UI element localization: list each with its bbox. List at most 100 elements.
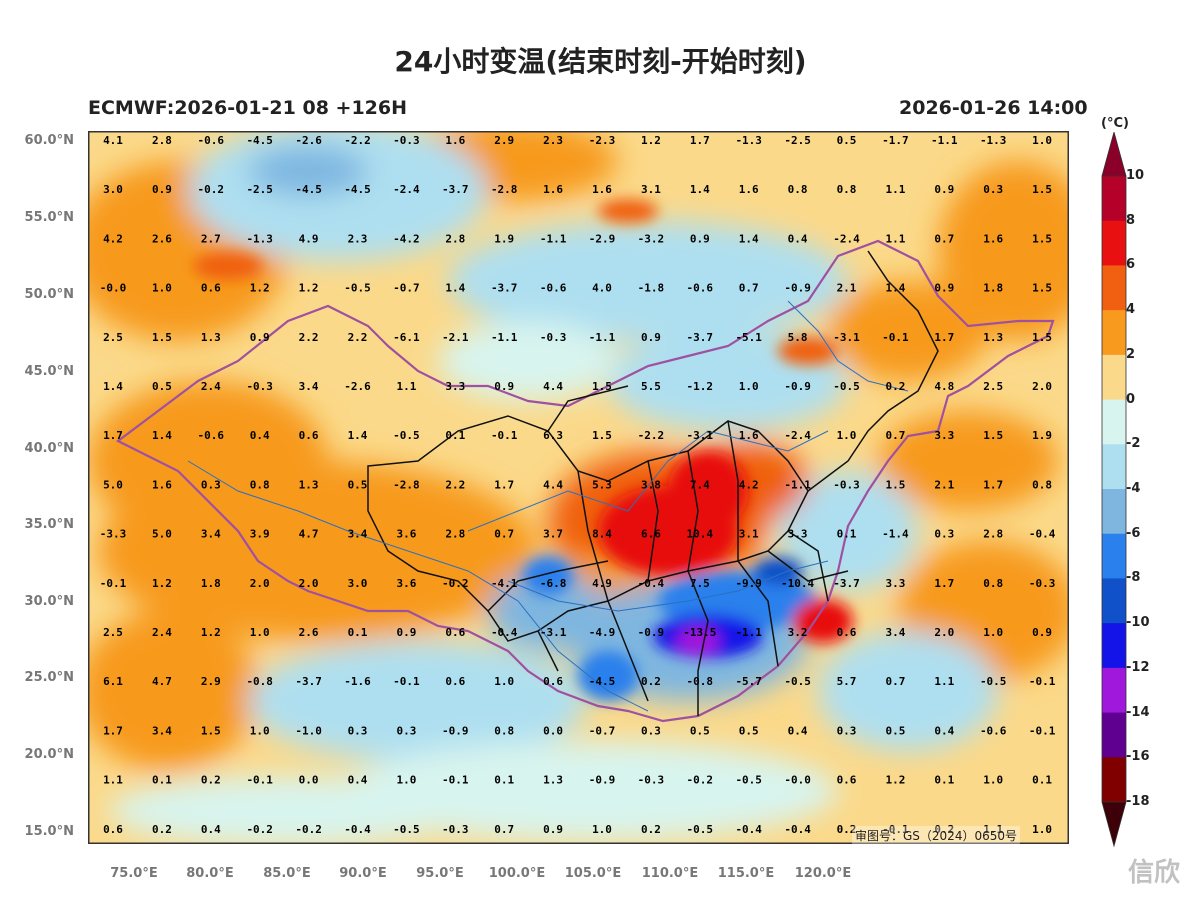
grid-value-label: 1.0: [1032, 134, 1052, 147]
grid-value-label: 0.4: [788, 232, 808, 245]
grid-value-label: 4.9: [299, 232, 319, 245]
colorbar: [1101, 132, 1127, 848]
grid-value-label: 2.4: [201, 380, 221, 393]
colorbar-segment: [1102, 265, 1126, 311]
grid-value-label: 3.4: [152, 724, 172, 737]
grid-value-label: -2.9: [589, 232, 616, 245]
grid-value-label: 1.6: [739, 429, 759, 442]
grid-value-label: 3.4: [885, 626, 905, 639]
grid-value-label: -0.5: [784, 675, 811, 688]
grid-value-label: -3.7: [687, 331, 714, 344]
grid-value-label: 1.2: [250, 282, 270, 295]
grid-value-label: 1.7: [983, 478, 1003, 491]
grid-value-label: -0.1: [882, 331, 909, 344]
colorbar-segment: [1102, 176, 1126, 222]
grid-value-label: 1.5: [152, 331, 172, 344]
grid-value-label: -0.9: [442, 724, 469, 737]
grid-value-label: -0.2: [198, 183, 225, 196]
grid-value-label: -2.8: [393, 478, 420, 491]
grid-value-label: 1.7: [494, 478, 514, 491]
grid-value-label: -1.3: [735, 134, 762, 147]
grid-value-label: -1.1: [491, 331, 518, 344]
grid-value-label: 1.9: [1032, 429, 1052, 442]
grid-value-label: 3.6: [396, 528, 416, 541]
grid-value-label: 2.7: [201, 232, 221, 245]
grid-value-label: 0.1: [1032, 774, 1052, 787]
grid-value-label: 5.0: [152, 528, 172, 541]
grid-value-label: 4.2: [739, 478, 759, 491]
grid-value-label: 0.9: [641, 331, 661, 344]
grid-value-label: 1.0: [837, 429, 857, 442]
lon-tick-110: 110.0°E: [641, 866, 699, 881]
grid-value-label: -0.2: [295, 823, 322, 836]
grid-value-label: 10.4: [687, 528, 714, 541]
grid-value-label: 2.3: [543, 134, 563, 147]
map-approval-number: 审图号：GS（2024）0650号: [852, 826, 1020, 845]
grid-value-label: 1.9: [494, 232, 514, 245]
grid-value-label: 0.2: [201, 774, 221, 787]
grid-value-label: 1.6: [445, 134, 465, 147]
grid-value-label: -3.3: [100, 528, 127, 541]
grid-value-label: -10.4: [781, 577, 814, 590]
grid-value-label: 0.6: [837, 774, 857, 787]
grid-value-label: 4.1: [103, 134, 123, 147]
grid-value-label: 7.4: [690, 478, 710, 491]
grid-value-label: -4.2: [393, 232, 420, 245]
grid-value-label: 2.8: [445, 528, 465, 541]
grid-value-label: -1.6: [344, 675, 371, 688]
grid-value-label: 0.2: [885, 380, 905, 393]
grid-value-label: 6.6: [641, 528, 661, 541]
grid-value-label: 5.3: [592, 478, 612, 491]
grid-value-label: 0.7: [885, 429, 905, 442]
grid-value-label: 1.7: [690, 134, 710, 147]
grid-value-label: 1.0: [592, 823, 612, 836]
grid-value-label: -1.1: [589, 331, 616, 344]
grid-value-label: -0.8: [687, 675, 714, 688]
grid-value-label: 2.6: [299, 626, 319, 639]
grid-value-label: 4.7: [299, 528, 319, 541]
grid-value-label: 1.6: [739, 183, 759, 196]
grid-value-label: 0.6: [299, 429, 319, 442]
grid-value-label: -0.4: [638, 577, 665, 590]
grid-value-label: 2.1: [837, 282, 857, 295]
grid-value-label: 1.3: [983, 331, 1003, 344]
grid-value-label: 1.4: [690, 183, 710, 196]
grid-value-label: 0.6: [445, 626, 465, 639]
colorbar-tick-label: -2: [1126, 436, 1141, 452]
grid-value-label: 2.0: [934, 626, 954, 639]
grid-value-label: 4.4: [543, 380, 563, 393]
grid-value-label: 1.5: [1032, 331, 1052, 344]
grid-value-label: -0.3: [393, 134, 420, 147]
grid-value-label: 1.7: [103, 724, 123, 737]
grid-value-label: 3.4: [201, 528, 221, 541]
grid-value-label: -0.5: [833, 380, 860, 393]
grid-value-label: -1.2: [687, 380, 714, 393]
colorbar-tick-label: -14: [1126, 704, 1150, 720]
grid-value-label: 0.5: [348, 478, 368, 491]
grid-value-label: 0.2: [934, 823, 954, 836]
grid-value-label: 3.6: [396, 577, 416, 590]
colorbar-bottom-arrow: [1102, 802, 1126, 846]
grid-value-label: 1.7: [934, 331, 954, 344]
grid-value-label: 1.0: [152, 282, 172, 295]
grid-value-label: 1.6: [983, 232, 1003, 245]
grid-value-label: -2.6: [344, 380, 371, 393]
grid-value-label: 5.8: [788, 331, 808, 344]
grid-value-label: 5.0: [103, 478, 123, 491]
grid-value-label: 1.8: [201, 577, 221, 590]
grid-value-label: 0.9: [250, 331, 270, 344]
grid-value-label: 0.3: [983, 183, 1003, 196]
colorbar-segment: [1102, 757, 1126, 803]
grid-value-label: 1.0: [250, 724, 270, 737]
grid-value-label: -0.1: [882, 823, 909, 836]
grid-value-label: -0.5: [393, 429, 420, 442]
grid-value-label: 0.4: [934, 724, 954, 737]
grid-value-label: -1.4: [882, 528, 909, 541]
grid-value-label: 1.4: [152, 429, 172, 442]
grid-value-label: 0.1: [934, 774, 954, 787]
grid-value-label: -1.1: [735, 626, 762, 639]
grid-value-label: 1.0: [983, 626, 1003, 639]
grid-value-label: 1.2: [641, 134, 661, 147]
grid-value-label: 0.4: [788, 724, 808, 737]
grid-value-label: -0.6: [540, 282, 567, 295]
